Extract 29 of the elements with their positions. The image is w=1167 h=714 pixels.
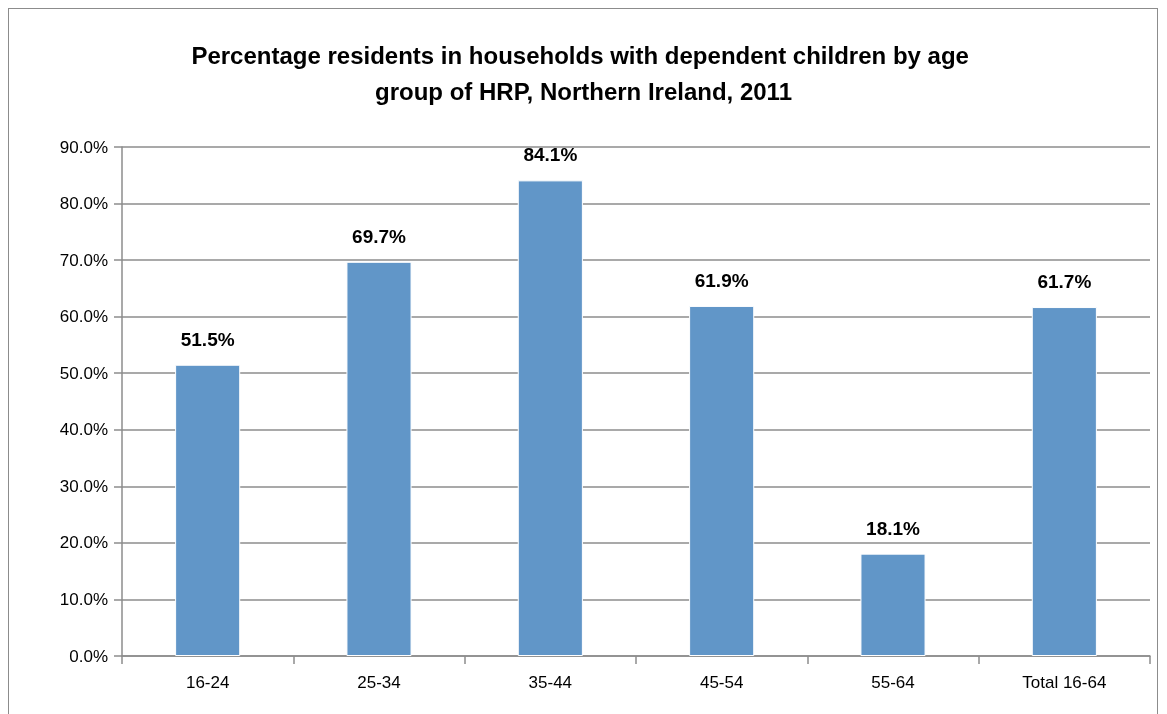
y-tick-label: 20.0% <box>59 533 108 553</box>
y-tick-label: 70.0% <box>59 250 108 270</box>
data-label: 61.7% <box>1037 271 1092 293</box>
data-label: 51.5% <box>180 328 235 350</box>
x-tick-label: Total 16-64 <box>1022 673 1107 692</box>
y-tick-label: 40.0% <box>59 420 108 440</box>
y-tick-label: 90.0% <box>59 137 108 157</box>
y-tick-label: 50.0% <box>59 363 108 383</box>
x-tick-label: 16-24 <box>185 673 230 692</box>
y-tick-label: 80.0% <box>59 194 108 214</box>
y-tick-label: 60.0% <box>59 307 108 327</box>
bar <box>346 261 412 656</box>
x-tick-label: 55-64 <box>871 673 915 692</box>
y-tick-label: 30.0% <box>59 476 108 496</box>
x-tick-label: 45-54 <box>699 673 744 692</box>
bar <box>517 180 583 656</box>
bar <box>1031 307 1097 656</box>
bar <box>860 553 926 656</box>
x-tick-label: 35-44 <box>528 673 573 692</box>
bar <box>689 305 755 656</box>
data-label: 61.9% <box>694 269 749 291</box>
bar <box>175 364 241 656</box>
data-label: 84.1% <box>523 144 578 166</box>
y-tick-label: 0.0% <box>69 646 108 666</box>
y-tick-label: 10.0% <box>59 589 108 609</box>
data-label: 18.1% <box>866 517 921 539</box>
chart-title: Percentage residents in households with dependent children by age group of HRP, Northern Ireland, 2011 <box>191 41 976 105</box>
data-label: 69.7% <box>352 225 407 247</box>
x-tick-label: 25-34 <box>357 673 401 692</box>
